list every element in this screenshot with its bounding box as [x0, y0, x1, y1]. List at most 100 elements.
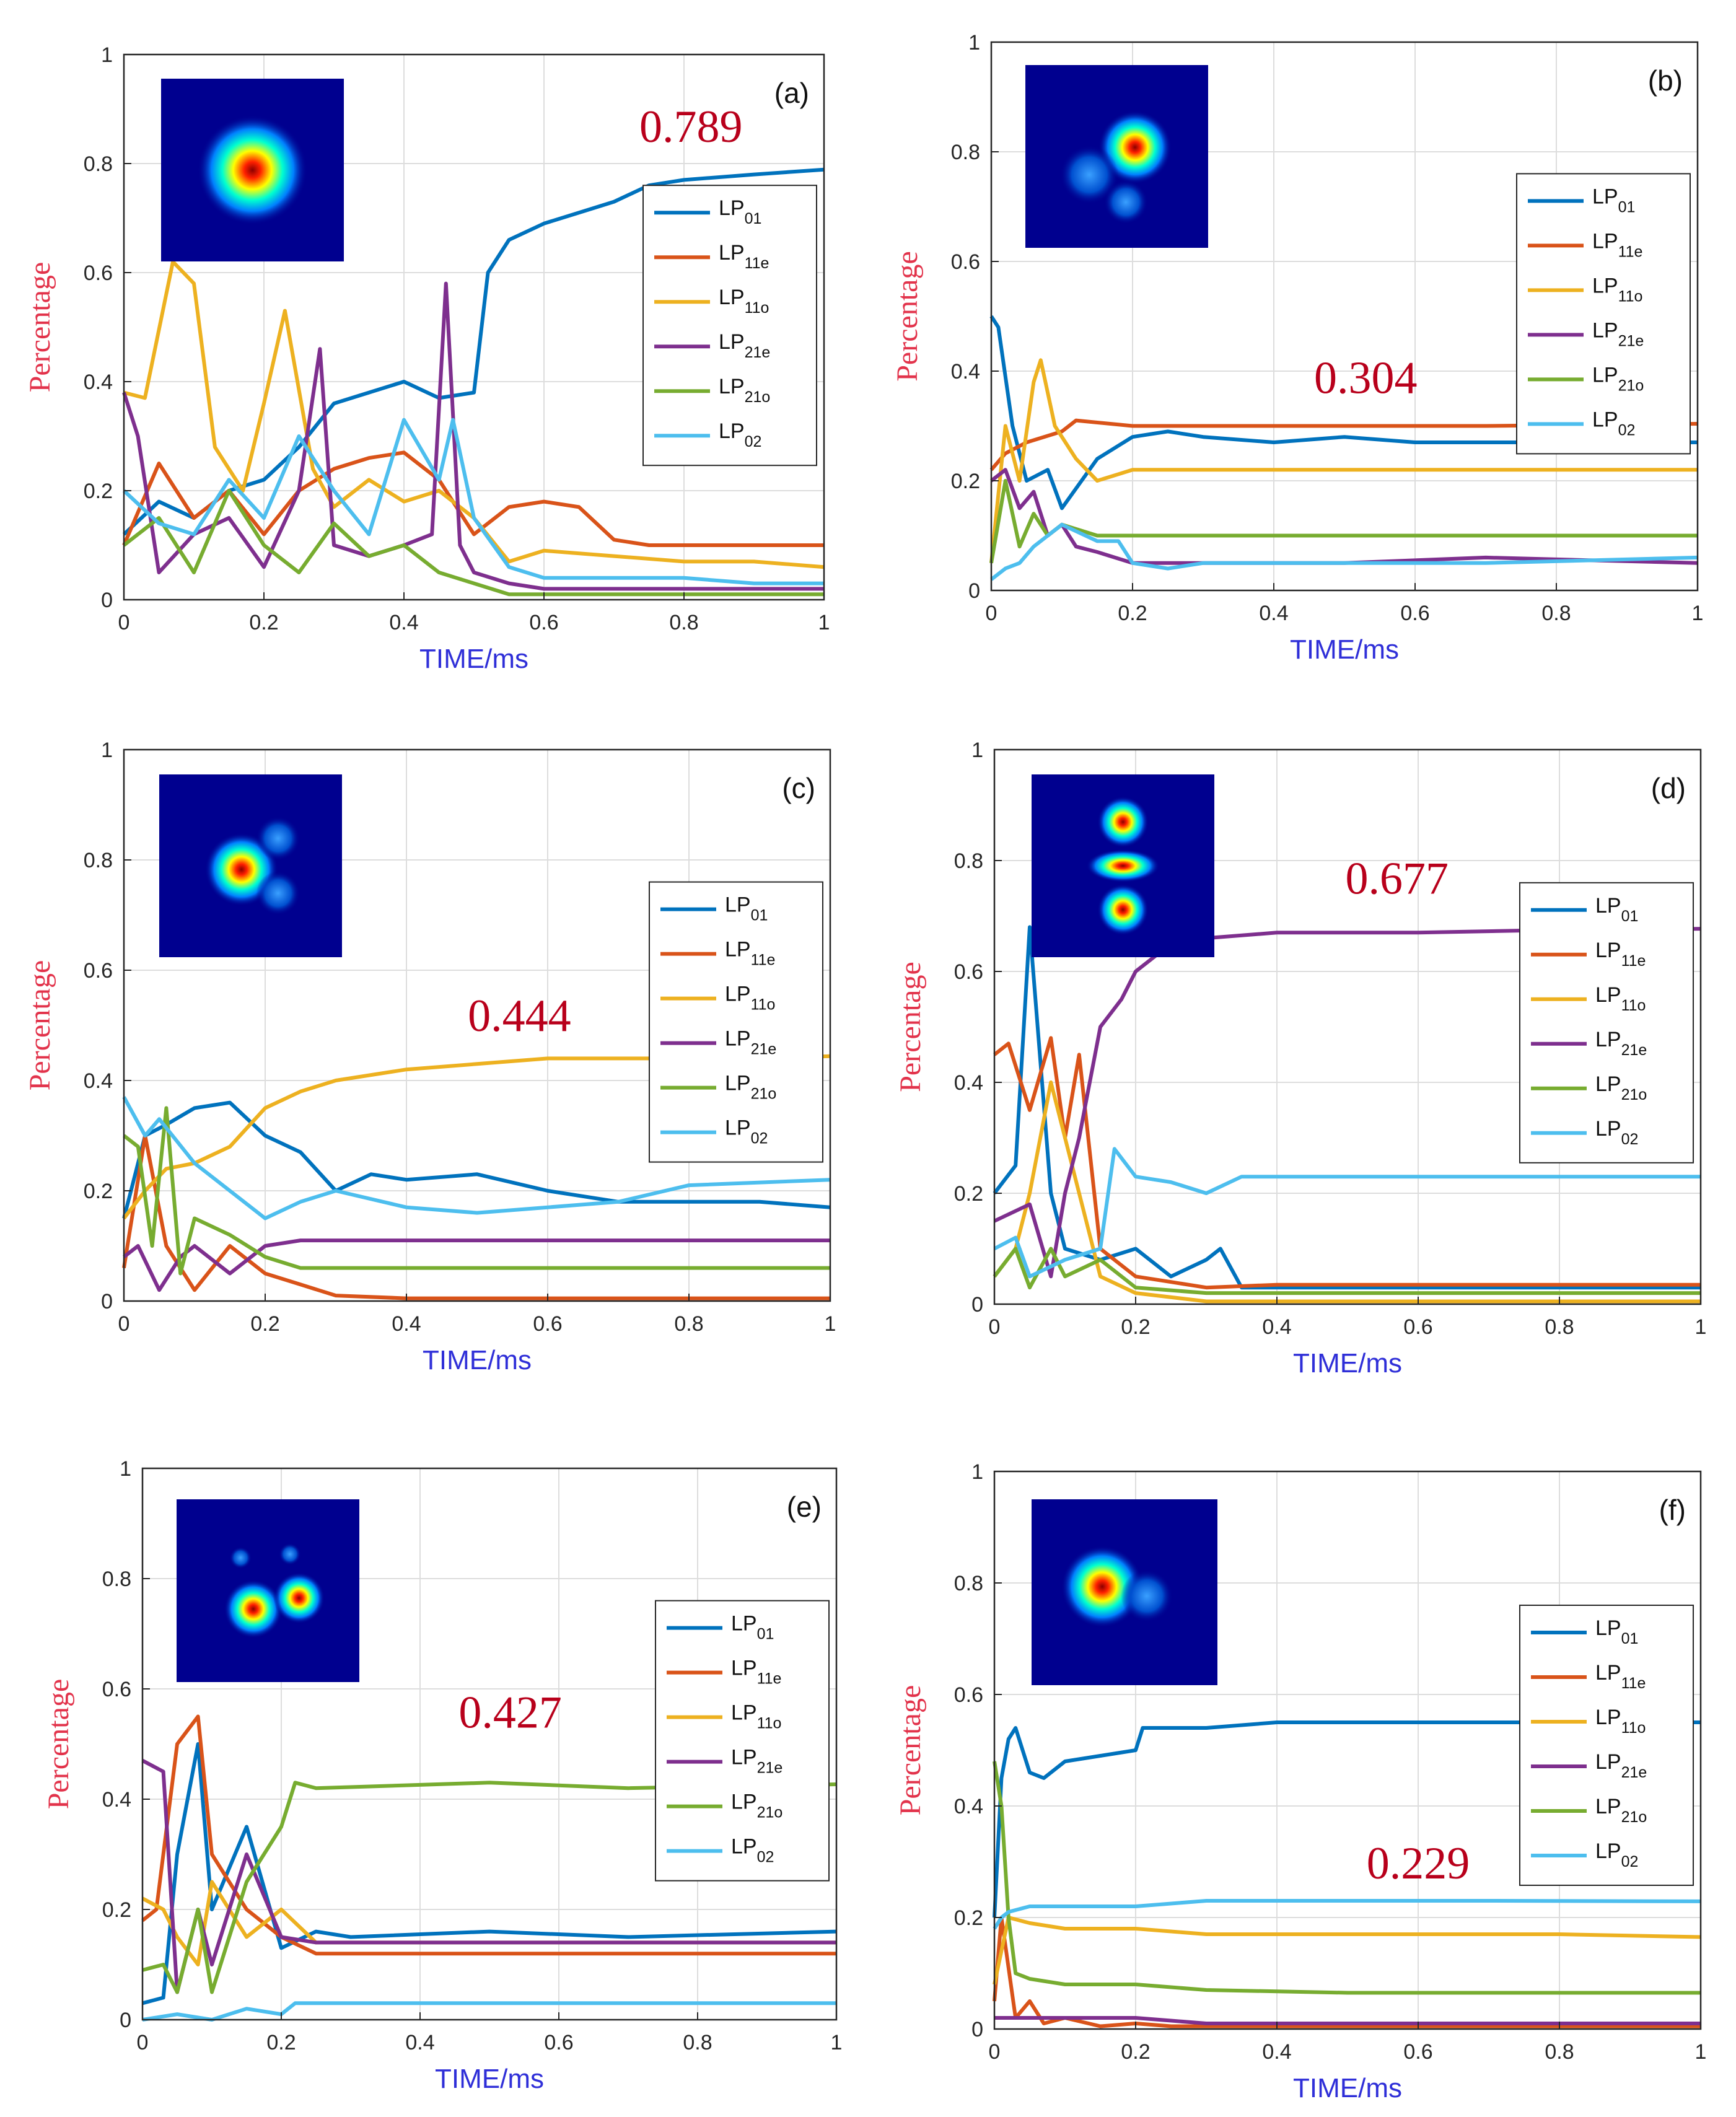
- legend-entry-subscript: 11o: [1618, 287, 1643, 305]
- chart-panel-1: 0 0.2 0.4 0.6 0.8 1 0 0.2 0.4 0.6 0.8 1 TIME/ms Perce…: [24, 43, 830, 674]
- series-line-lp21e: [993, 927, 1701, 1279]
- mode-intensity-lobe: [256, 816, 300, 861]
- panel-label: (d): [1651, 772, 1686, 804]
- legend-entry: LP11o: [1595, 1706, 1646, 1737]
- legend-entry: LP02: [731, 1835, 774, 1866]
- series-line-lp11o: [993, 1916, 1701, 1985]
- y-tick-label: 0: [968, 579, 980, 603]
- y-tick-label: 0: [971, 1293, 983, 1317]
- panel-label: (a): [774, 77, 809, 109]
- chart-panel-5: 0 0.2 0.4 0.6 0.8 1 0 0.2 0.4 0.6 0.8 1 TIME/ms Perce…: [42, 1457, 842, 2094]
- panel-label: (e): [787, 1491, 822, 1523]
- legend-entry: LP21e: [719, 330, 770, 361]
- x-axis-label: TIME/ms: [1293, 1348, 1402, 1378]
- legend-entry-subscript: 02: [745, 433, 762, 450]
- legend-entry-subscript: 01: [757, 1626, 774, 1643]
- legend-entry-base: LP: [731, 1746, 757, 1769]
- x-axis-label: TIME/ms: [435, 2064, 544, 2094]
- x-tick-label: 0.6: [529, 611, 558, 634]
- y-tick-label: 0.2: [84, 480, 113, 503]
- legend-entry-subscript: 21e: [751, 1041, 777, 1058]
- y-tick-label: 0: [120, 2009, 131, 2032]
- x-tick-label: 0.2: [1121, 2040, 1150, 2064]
- legend-entry: LP01: [731, 1612, 774, 1643]
- y-tick-label: 0.8: [954, 1572, 983, 1595]
- chart-panel-3: 0 0.2 0.4 0.6 0.8 1 0 0.2 0.4 0.6 0.8 1 TIME/ms Perce…: [24, 739, 836, 1375]
- legend-entry: LP02: [1595, 1117, 1638, 1148]
- legend-entry: LP11e: [1592, 229, 1642, 260]
- x-tick-label: 0.4: [405, 2031, 434, 2054]
- x-tick-label: 1: [1695, 1315, 1707, 1339]
- legend-entry-base: LP: [725, 983, 751, 1006]
- y-tick-label: 1: [101, 43, 113, 67]
- legend-entry-subscript: 21e: [1621, 1764, 1647, 1781]
- x-tick-label: 0: [986, 602, 997, 625]
- legend-entry-subscript: 02: [1618, 421, 1636, 439]
- legend-entry-base: LP: [731, 1612, 757, 1636]
- y-tick-label: 0.6: [954, 1683, 983, 1707]
- legend-entry-base: LP: [1592, 185, 1618, 208]
- legend-entry-base: LP: [719, 375, 745, 398]
- x-axis-label: TIME/ms: [423, 1345, 532, 1375]
- axes-box: [990, 41, 1699, 592]
- axes-box: [141, 1467, 838, 2021]
- series-line-lp02: [122, 1096, 831, 1221]
- mode-pattern-inset: [177, 1499, 359, 1682]
- mode-intensity-lobe: [198, 115, 307, 225]
- legend-entry-subscript: 02: [757, 1849, 774, 1866]
- x-tick-label: 0.2: [266, 2031, 296, 2054]
- chart-panel-6: 0 0.2 0.4 0.6 0.8 1 0 0.2 0.4 0.6 0.8 1 TIME/ms Perce…: [894, 1460, 1706, 2103]
- legend-entry-base: LP: [1595, 1072, 1621, 1096]
- y-tick-label: 0.8: [954, 849, 983, 873]
- legend-entry: LP21o: [731, 1790, 783, 1821]
- y-axis-label: Percentage: [24, 262, 56, 393]
- y-axis-label: Percentage: [894, 962, 927, 1092]
- legend-entry-base: LP: [1595, 1750, 1621, 1774]
- x-tick-label: 0.8: [669, 611, 698, 634]
- legend-box: [642, 185, 817, 467]
- mode-pattern-inset: [161, 79, 344, 261]
- legend-entry-subscript: 11e: [1621, 952, 1646, 970]
- legend-box: [1519, 882, 1694, 1164]
- series-line-lp21e: [141, 1759, 836, 1994]
- panel-label: (f): [1659, 1494, 1686, 1526]
- series-line-lp11o: [989, 358, 1698, 564]
- legend-entry-subscript: 01: [1618, 198, 1636, 216]
- legend-entry-base: LP: [1595, 939, 1621, 962]
- y-tick-label: 1: [101, 739, 113, 762]
- y-tick-label: 0.4: [102, 1788, 131, 1812]
- y-tick-label: 0: [971, 2018, 983, 2041]
- legend-entry: LP01: [719, 196, 761, 227]
- y-tick-label: 1: [971, 739, 983, 762]
- legend-entry-subscript: 11o: [757, 1715, 782, 1732]
- legend-entry: LP11e: [731, 1657, 781, 1688]
- x-tick-label: 1: [818, 611, 830, 634]
- legend-entry-subscript: 21o: [757, 1804, 783, 1821]
- legend-entry-base: LP: [1592, 274, 1618, 297]
- legend-entry: LP21e: [1595, 1028, 1647, 1059]
- mode-pattern-inset: [159, 774, 342, 957]
- legend-entry-base: LP: [719, 241, 745, 265]
- y-tick-label: 0.6: [84, 959, 113, 983]
- legend-entry: LP02: [725, 1116, 768, 1147]
- y-tick-label: 1: [120, 1457, 131, 1481]
- legend-entry-base: LP: [1595, 1117, 1621, 1141]
- x-tick-label: 0.6: [1400, 602, 1429, 625]
- mode-pattern-inset: [1025, 65, 1208, 248]
- legend-entry: LP11o: [1595, 983, 1646, 1014]
- mode-intensity-lobe: [1097, 884, 1149, 936]
- y-tick-label: 0.6: [954, 960, 983, 984]
- legend-entry-base: LP: [1595, 1661, 1621, 1685]
- y-tick-label: 0.4: [954, 1795, 983, 1818]
- legend-entry-subscript: 21o: [1621, 1086, 1647, 1103]
- legend-entry-subscript: 11e: [745, 255, 769, 272]
- legend-box: [1516, 173, 1691, 455]
- x-tick-label: 1: [825, 1312, 836, 1336]
- x-tick-label: 0.8: [1545, 2040, 1574, 2064]
- x-tick-label: 0.2: [250, 1312, 279, 1336]
- highlight-value: 0.677: [1346, 854, 1449, 905]
- series-line-lp02: [122, 418, 824, 585]
